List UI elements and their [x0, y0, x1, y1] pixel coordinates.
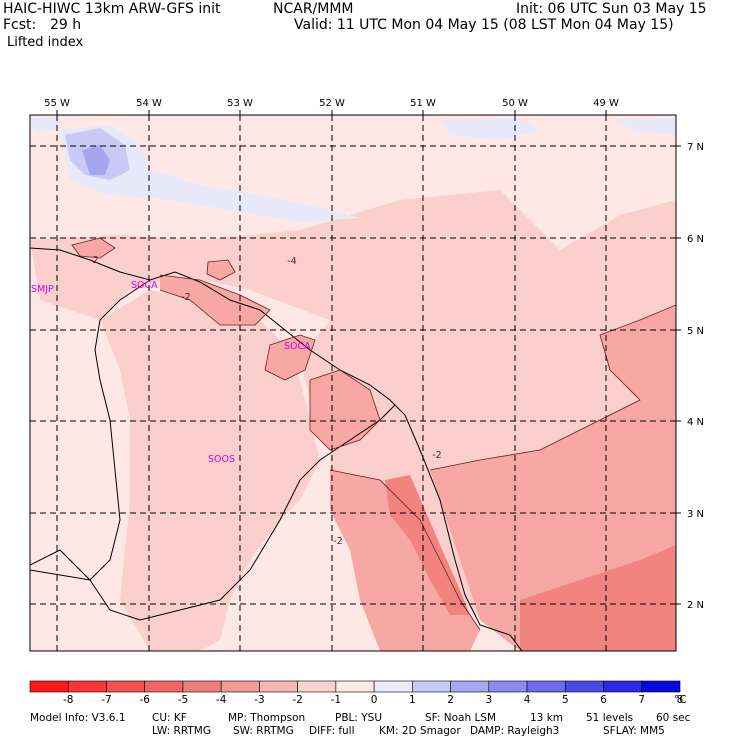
- map-frame: [29, 114, 677, 652]
- colorbar-tick-label: -8: [62, 694, 74, 706]
- init-time: Init: 06 UTC Sun 03 May 15: [516, 1, 707, 17]
- colorbar-swatch: [335, 680, 375, 693]
- footer-lw: LW: RRTMG: [152, 725, 211, 737]
- contour-lines: [71, 237, 676, 631]
- lat-label: 5 N: [687, 326, 704, 337]
- footer-model-version: Model Info: V3.6.1: [30, 712, 126, 724]
- footer-cu: CU: KF: [152, 712, 187, 724]
- colorbar-swatch: [488, 680, 528, 693]
- footer-mp: MP: Thompson: [228, 712, 306, 724]
- footer-pbl: PBL: YSU: [335, 712, 383, 724]
- colorbar-tick-label: -6: [139, 694, 150, 706]
- footer-levels: 51 levels: [586, 712, 634, 724]
- contour-label: -2: [181, 292, 190, 303]
- colorbar-swatch: [144, 680, 184, 693]
- colorbar-swatch: [641, 680, 681, 693]
- colorbar-unit: °C: [674, 694, 687, 706]
- colorbar-swatch: [182, 680, 222, 693]
- lat-label: 7 N: [687, 142, 704, 153]
- station-label-soca-west: SOCA: [131, 280, 158, 291]
- footer-damp: DAMP: Rayleigh3: [470, 725, 560, 737]
- lon-label: 52 W: [319, 98, 345, 109]
- colorbar-tick-label: 7: [638, 694, 646, 706]
- lon-label: 54 W: [136, 98, 162, 109]
- lon-label: 49 W: [593, 98, 619, 109]
- graticule: [30, 115, 676, 651]
- footer-diff: DIFF: full: [309, 725, 355, 737]
- colorbar-tick-label: -7: [101, 694, 112, 706]
- colorbar-tick-label: 8: [676, 694, 684, 706]
- contour-label: -4: [287, 256, 296, 267]
- lat-label: 3 N: [687, 509, 704, 520]
- forecast-label: Fcst:: [3, 17, 37, 33]
- station-label-soos: SOOS: [208, 454, 235, 465]
- colorbar-swatch: [106, 680, 146, 693]
- lon-label: 55 W: [44, 98, 70, 109]
- colorbar-swatch: [220, 680, 260, 693]
- colorbar-tick-label: 4: [523, 694, 531, 706]
- model-title: HAIC-HIWC 13km ARW-GFS init: [3, 1, 221, 17]
- footer-km: KM: 2D Smagor: [379, 725, 461, 737]
- colorbar-swatch: [526, 680, 566, 693]
- colorbar-tick-label: 1: [409, 694, 416, 706]
- map-ticks: [56, 110, 681, 605]
- colorbar-tick-label: 3: [485, 694, 493, 706]
- footer-sflay: SFLAY: MM5: [603, 725, 665, 737]
- footer-sf: SF: Noah LSM: [425, 712, 497, 724]
- map-fill-layer: [30, 115, 676, 651]
- colorbar-swatch: [259, 680, 298, 693]
- colorbar-swatch: [603, 680, 643, 693]
- valid-time: Valid: 11 UTC Mon 04 May 15 (08 LST Mon …: [294, 17, 674, 33]
- colorbar-tick-label: 2: [447, 694, 454, 706]
- colorbar-tick-label: -1: [330, 694, 342, 706]
- station-label-smjp: SMJP: [31, 284, 54, 295]
- institution-label: NCAR/MMM: [273, 1, 354, 17]
- colorbar-swatch: [450, 680, 490, 693]
- footer-sw: SW: RRTMG: [233, 725, 294, 737]
- lat-label: 6 N: [687, 234, 704, 245]
- colorbar-swatch: [564, 680, 604, 693]
- forecast-hour: 29 h: [50, 17, 82, 33]
- borders: [30, 279, 396, 621]
- contour-label: -2: [333, 536, 342, 547]
- station-label-soca: SOCA: [284, 341, 311, 352]
- lon-label: 51 W: [410, 98, 436, 109]
- contour-label: -2: [89, 255, 98, 266]
- colorbar-tick-label: -2: [292, 694, 303, 706]
- field-name: Lifted index: [7, 35, 84, 50]
- colorbar-tick-label: 6: [600, 694, 607, 706]
- footer-resolution: 13 km: [530, 712, 564, 724]
- colorbar-tick-label: -4: [215, 694, 227, 706]
- coastline: [30, 247, 523, 651]
- lat-label: 4 N: [687, 417, 704, 428]
- colorbar-swatch: [412, 680, 451, 693]
- colorbar-tick-label: -3: [254, 694, 265, 706]
- colorbar-tick-label: 0: [370, 694, 378, 706]
- colorbar-tick-label: 5: [561, 694, 569, 706]
- colorbar: [29, 680, 681, 693]
- lon-label: 50 W: [502, 98, 528, 109]
- lat-label: 2 N: [687, 600, 704, 611]
- colorbar-swatch: [297, 680, 337, 693]
- footer-timestep: 60 sec: [656, 712, 691, 724]
- colorbar-tick-label: -5: [177, 694, 189, 706]
- colorbar-swatch: [67, 680, 107, 693]
- contour-label: -2: [432, 450, 441, 461]
- colorbar-swatch: [373, 680, 413, 693]
- colorbar-swatch: [29, 680, 69, 693]
- lon-label: 53 W: [227, 98, 253, 109]
